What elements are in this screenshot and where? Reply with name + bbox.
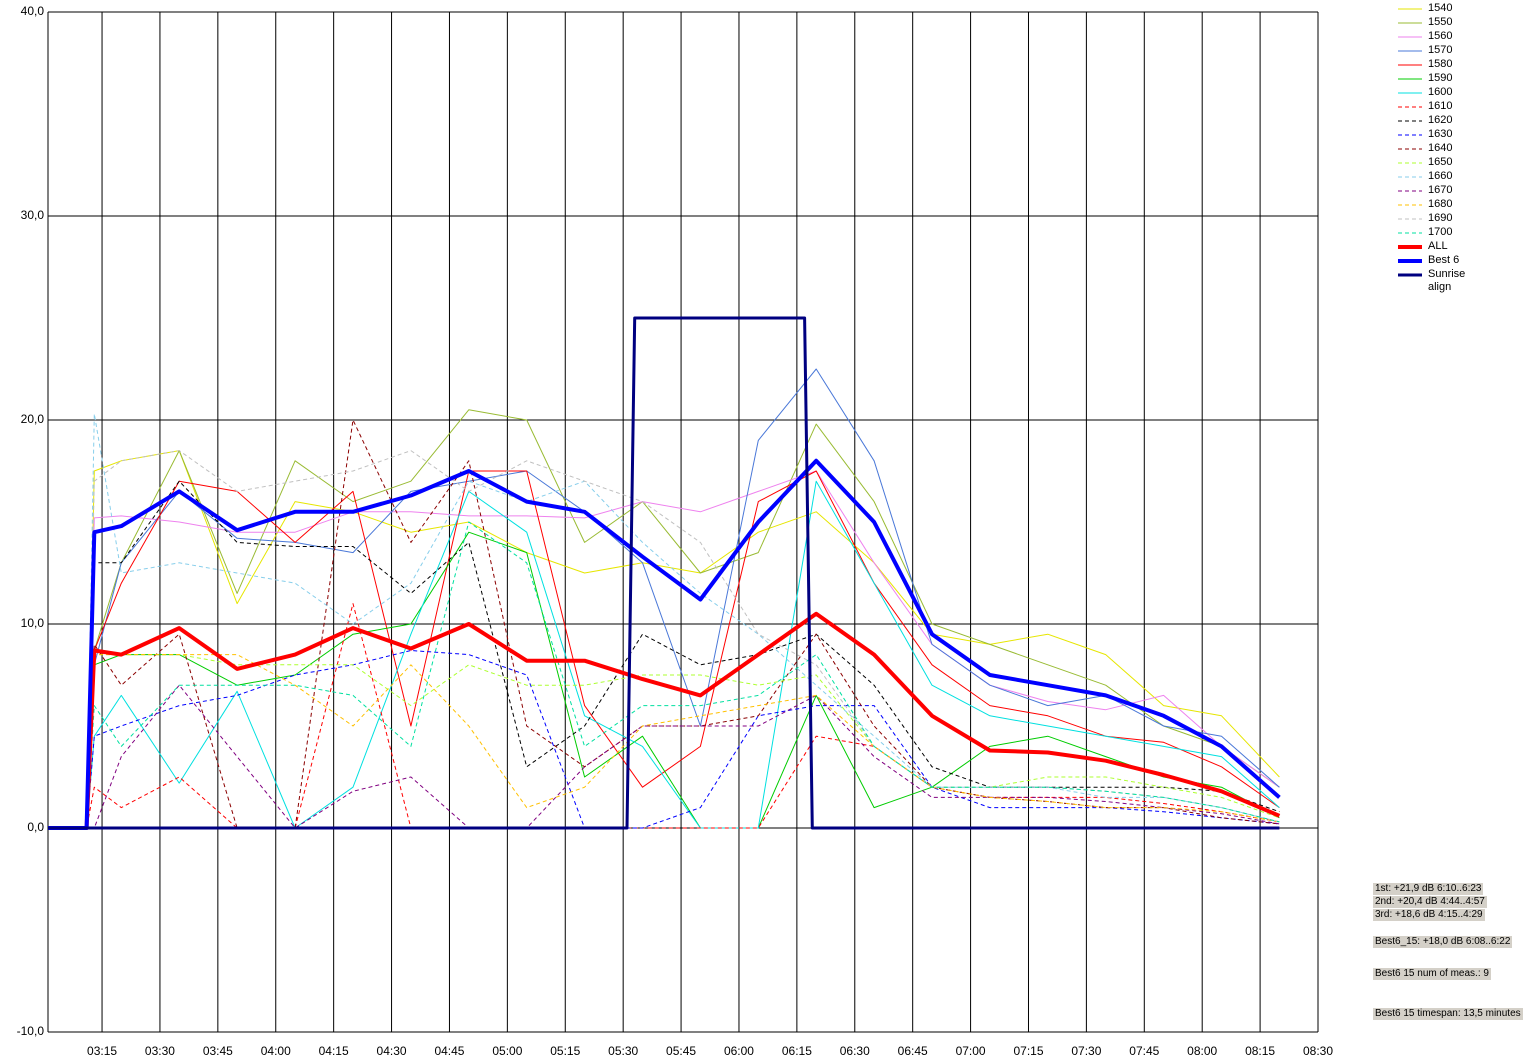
series-line: [48, 458, 1281, 830]
annotation: Best6 15 num of meas.: 9: [1373, 968, 1491, 980]
y-tick-label: -10,0: [17, 1024, 45, 1038]
series-line: [48, 650, 1280, 829]
x-tick-label: 06:00: [724, 1044, 754, 1058]
x-tick-label: 05:30: [608, 1044, 638, 1058]
x-tick-label: 08:15: [1245, 1044, 1275, 1058]
series-line: [48, 470, 1280, 829]
x-tick-label: 05:45: [666, 1044, 696, 1058]
x-tick-label: 08:00: [1187, 1044, 1217, 1058]
legend-label: 1620: [1428, 114, 1453, 126]
y-tick-label: 40,0: [21, 4, 45, 18]
y-tick-label: 30,0: [21, 208, 45, 222]
x-tick-label: 07:00: [956, 1044, 986, 1058]
series-line: [48, 450, 1280, 829]
legend-label: 1680: [1428, 198, 1453, 210]
legend-label: 1670: [1428, 184, 1453, 196]
legend-label: 1640: [1428, 142, 1453, 154]
x-tick-label: 07:45: [1129, 1044, 1159, 1058]
series-line: [48, 684, 1280, 829]
x-tick-label: 03:15: [87, 1044, 117, 1058]
x-tick-label: 04:00: [261, 1044, 291, 1058]
annotation: Best6_15: +18,0 dB 6:08..6:22: [1373, 936, 1513, 948]
legend-label: 1660: [1428, 170, 1453, 182]
y-tick-label: 10,0: [21, 616, 45, 630]
y-tick-label: 0,0: [27, 820, 44, 834]
series-line: [48, 480, 1280, 829]
x-tick-label: 05:15: [550, 1044, 580, 1058]
legend-label: 1560: [1428, 30, 1453, 42]
series-line: [48, 316, 1280, 830]
legend-label: 1690: [1428, 212, 1453, 224]
x-tick-label: 06:45: [898, 1044, 928, 1058]
legend-label: 1650: [1428, 156, 1453, 168]
series-line: [48, 368, 1280, 829]
legend-label: ALL: [1428, 240, 1448, 252]
x-tick-label: 03:45: [203, 1044, 233, 1058]
legend-label: 1590: [1428, 72, 1453, 84]
series-line: [48, 409, 1280, 829]
legend-label: 1610: [1428, 100, 1453, 112]
annotation: 2nd: +20,4 dB 4:44..4:57: [1373, 896, 1487, 908]
annotation: Best6 15 timespan: 13,5 minutes: [1373, 1008, 1523, 1020]
series-line: [48, 611, 1281, 830]
legend-label: Sunrise align: [1428, 268, 1466, 293]
series-line: [48, 521, 1280, 829]
legend-label: 1580: [1428, 58, 1453, 70]
y-tick-label: 20,0: [21, 412, 45, 426]
series-line: [48, 654, 1280, 829]
x-tick-label: 03:30: [145, 1044, 175, 1058]
legend-label: 1550: [1428, 16, 1453, 28]
annotation: 3rd: +18,6 dB 4:15..4:29: [1373, 909, 1485, 921]
x-tick-label: 05:00: [492, 1044, 522, 1058]
x-tick-label: 04:45: [434, 1044, 464, 1058]
annotation: 1st: +21,9 dB 6:10..6:23: [1373, 883, 1484, 895]
series-line: [48, 480, 1280, 829]
series-line: [48, 654, 1280, 829]
legend-label: 1600: [1428, 86, 1453, 98]
x-tick-label: 07:30: [1071, 1044, 1101, 1058]
series-line: [48, 413, 1280, 829]
series-line: [48, 450, 1280, 829]
legend-label: 1540: [1428, 2, 1453, 14]
x-tick-label: 08:30: [1303, 1044, 1333, 1058]
series-line: [48, 419, 1280, 829]
x-tick-label: 07:15: [1013, 1044, 1043, 1058]
x-tick-label: 06:15: [782, 1044, 812, 1058]
series-line: [48, 603, 1280, 829]
x-tick-label: 04:30: [377, 1044, 407, 1058]
legend-label: 1700: [1428, 226, 1453, 238]
legend-label: 1570: [1428, 44, 1453, 56]
series-line: [48, 470, 1280, 829]
x-tick-label: 04:15: [319, 1044, 349, 1058]
legend-label: Best 6: [1428, 254, 1460, 266]
series-line: [48, 531, 1280, 829]
x-tick-label: 06:30: [840, 1044, 870, 1058]
legend-label: 1630: [1428, 128, 1453, 140]
